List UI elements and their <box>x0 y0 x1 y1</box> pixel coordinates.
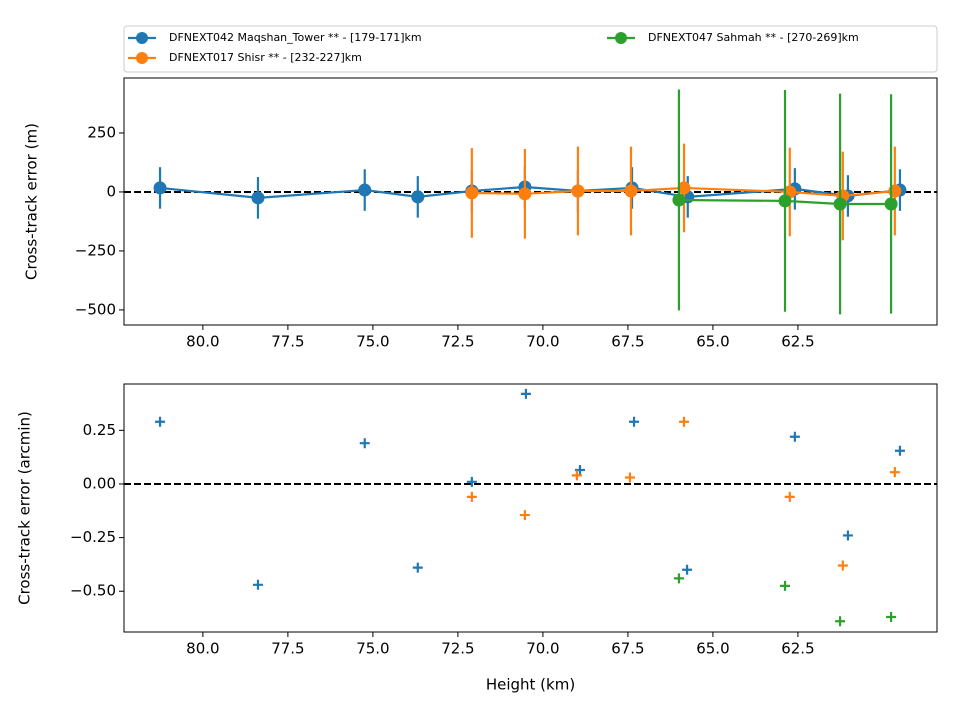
axes-frame <box>123 77 938 326</box>
legend-marker <box>615 32 627 44</box>
legend-box <box>123 25 938 73</box>
x-tick-label: 67.5 <box>611 333 644 351</box>
point <box>672 193 686 207</box>
plus-marker <box>520 388 531 399</box>
point <box>884 197 898 211</box>
x-tick-label: 80.0 <box>186 640 219 658</box>
x-tick-label: 62.5 <box>781 333 814 351</box>
series-line <box>471 186 895 198</box>
point <box>251 191 265 205</box>
plus-marker <box>629 416 640 427</box>
plus-marker <box>894 445 905 456</box>
plus-marker <box>679 416 690 427</box>
point <box>465 186 479 200</box>
plus-marker <box>624 472 635 483</box>
legend-marker <box>136 52 148 64</box>
plus-marker <box>835 616 846 627</box>
legend-marker <box>136 32 148 44</box>
plus-marker <box>789 431 800 442</box>
plus-marker <box>571 470 582 481</box>
series-line <box>678 198 892 206</box>
x-axis-label: Height (km) <box>486 676 575 694</box>
x-tick-label: 80.0 <box>186 333 219 351</box>
x-tick-label: 67.5 <box>611 640 644 658</box>
plus-marker <box>889 467 900 478</box>
plus-marker <box>673 573 684 584</box>
plus-marker <box>466 476 477 487</box>
plus-marker <box>412 562 423 573</box>
y-axis-label: Cross-track error (arcmin) <box>16 411 34 605</box>
point <box>153 181 167 195</box>
plus-marker <box>784 491 795 502</box>
x-tick-label: 72.5 <box>441 640 474 658</box>
plus-marker <box>682 564 693 575</box>
y-tick-label: −0.25 <box>70 528 116 546</box>
point <box>624 184 638 198</box>
legend-label: DFNEXT017 Shisr ** - [232-227]km <box>169 51 362 64</box>
x-tick-label: 65.0 <box>696 640 729 658</box>
x-tick-label: 70.0 <box>526 333 559 351</box>
x-tick-label: 72.5 <box>441 333 474 351</box>
point <box>518 187 532 201</box>
x-tick-label: 77.5 <box>271 333 304 351</box>
y-tick-label: 0.00 <box>83 474 116 492</box>
plus-marker <box>886 611 897 622</box>
plus-marker <box>252 579 263 590</box>
y-tick-label: 250 <box>87 123 116 141</box>
plus-marker <box>466 491 477 502</box>
y-tick-label: 0 <box>106 182 116 200</box>
legend-label: DFNEXT047 Sahmah ** - [270-269]km <box>648 31 859 44</box>
x-tick-label: 77.5 <box>271 640 304 658</box>
x-tick-label: 75.0 <box>356 640 389 658</box>
x-tick-label: 75.0 <box>356 333 389 351</box>
series-line <box>159 185 901 199</box>
plus-marker <box>359 438 370 449</box>
x-tick-label: 65.0 <box>696 333 729 351</box>
point <box>571 184 585 198</box>
point <box>677 181 691 195</box>
point <box>358 183 372 197</box>
y-tick-label: −500 <box>75 300 116 318</box>
plus-marker <box>837 560 848 571</box>
plus-marker <box>780 580 791 591</box>
y-tick-label: −0.50 <box>70 582 116 600</box>
point <box>778 194 792 208</box>
y-tick-label: 0.25 <box>83 421 116 439</box>
x-tick-label: 62.5 <box>781 640 814 658</box>
point <box>411 190 425 204</box>
y-axis-label: Cross-track error (m) <box>23 123 41 280</box>
plus-marker <box>842 530 853 541</box>
point <box>833 197 847 211</box>
x-tick-label: 70.0 <box>526 640 559 658</box>
plus-marker <box>519 510 530 521</box>
y-tick-label: −250 <box>75 241 116 259</box>
legend-label: DFNEXT042 Maqshan_Tower ** - [179-171]km <box>169 31 422 44</box>
plus-marker <box>574 465 585 476</box>
plus-marker <box>155 416 166 427</box>
axes-frame <box>123 383 938 633</box>
